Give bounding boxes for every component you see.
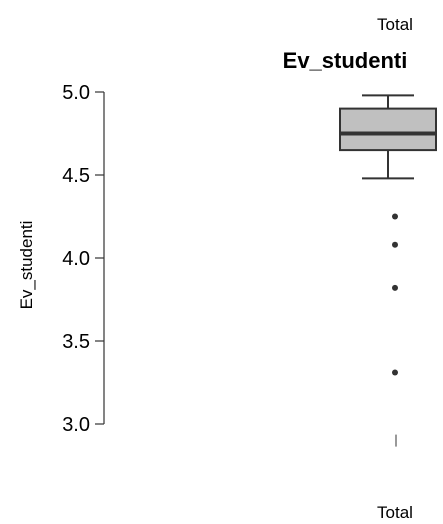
category-header: Total [377,15,413,34]
chart-title: Ev_studenti [283,48,408,73]
outlier-point [392,213,398,220]
outlier-point [392,369,398,376]
iqr-box [339,107,437,152]
y-tick-label: 3.0 [62,414,90,436]
outlier-point [392,241,398,248]
y-axis-label: Ev_studenti [17,221,36,310]
x-tick-label: Total [377,503,413,522]
y-tick-label: 4.5 [62,165,90,187]
y-axis: 3.0 3.5 4.0 4.5 5.0 [62,82,105,436]
plot-area [339,94,437,447]
outlier-point [392,284,398,291]
y-tick-label: 3.5 [62,331,90,353]
y-tick-label: 4.0 [62,248,90,270]
y-tick-label: 5.0 [62,82,90,104]
